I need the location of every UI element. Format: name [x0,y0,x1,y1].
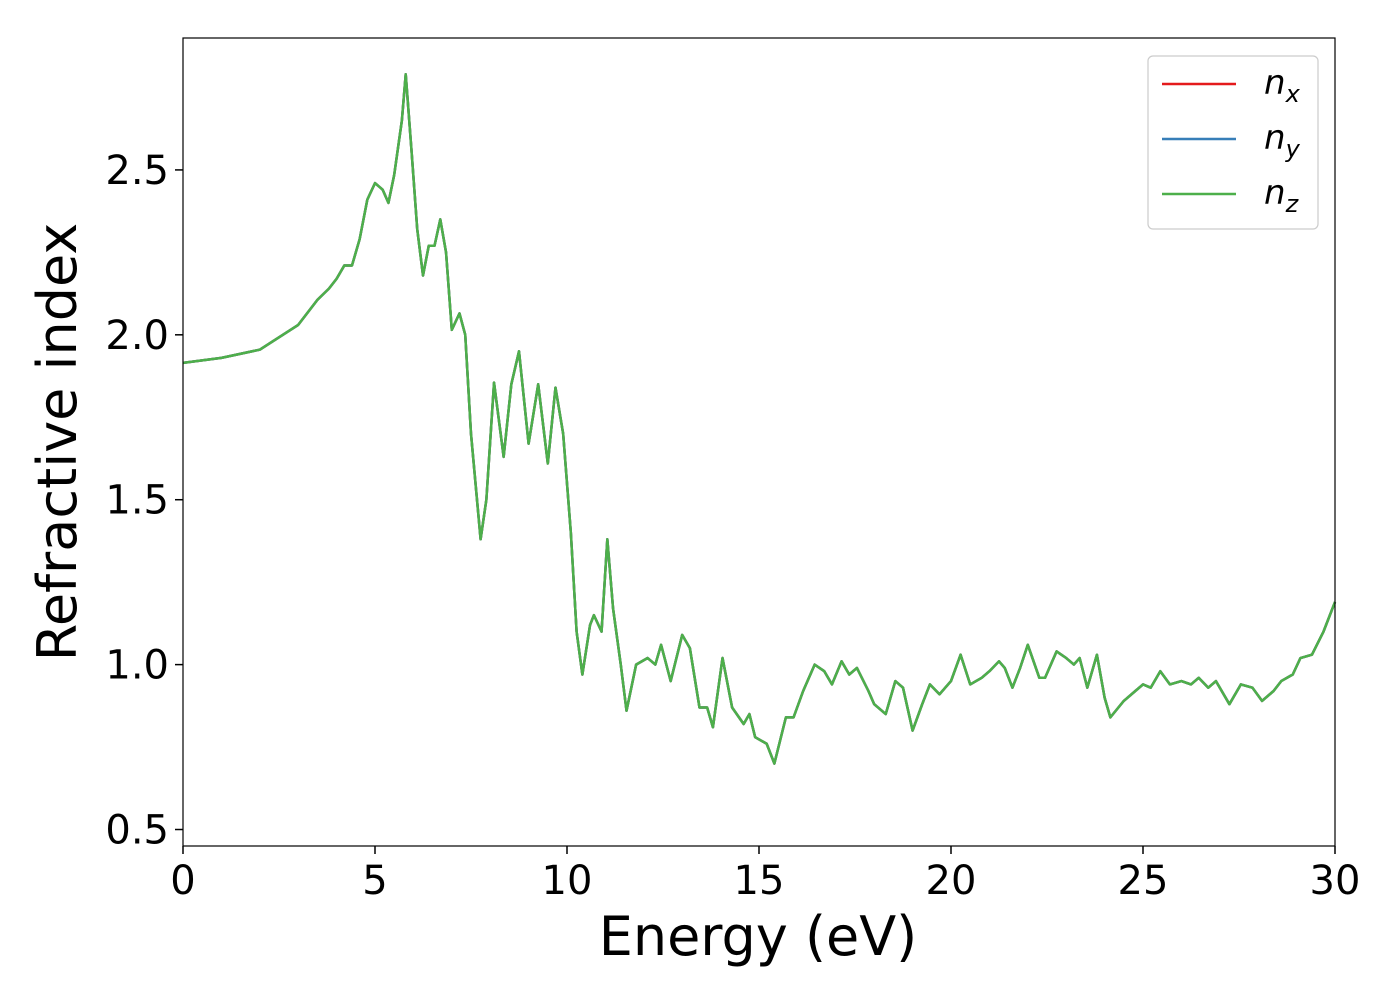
legend-label: nx [1264,63,1301,108]
x-tick-label: 0 [170,858,195,904]
y-tick-label: 1.0 [105,643,169,689]
x-tick-label: 10 [542,858,593,904]
x-tick-label: 5 [362,858,387,904]
legend-label: nz [1264,173,1300,218]
legend-label: ny [1264,118,1301,163]
x-tick-label: 20 [926,858,977,904]
legend-box [1147,55,1319,230]
x-axis-label: Energy (eV) [599,905,918,968]
x-tick-label: 30 [1310,858,1361,904]
y-axis-label: Refractive index [26,223,89,662]
y-tick-label: 0.5 [105,808,169,854]
y-tick-label: 2.5 [105,148,169,194]
y-tick-label: 2.0 [105,313,169,359]
y-tick-label: 1.5 [105,478,169,524]
plot-frame [182,37,1336,847]
x-tick-label: 15 [734,858,785,904]
x-tick-label: 25 [1118,858,1169,904]
data-line [182,73,1337,765]
